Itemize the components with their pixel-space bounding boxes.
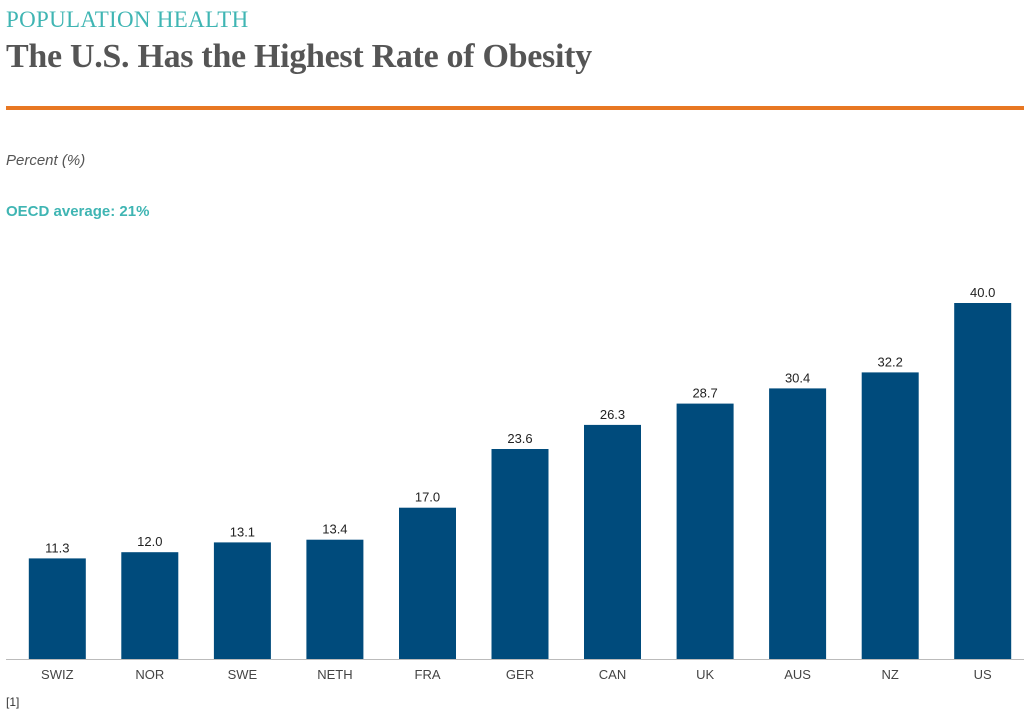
chart-kicker: POPULATION HEALTH	[6, 7, 249, 32]
data-label-fra: 17.0	[415, 490, 440, 505]
x-tick-label-swe: SWE	[228, 667, 258, 682]
data-label-neth: 13.4	[322, 522, 347, 537]
title-divider	[6, 106, 1024, 110]
x-tick-label-us: US	[974, 667, 992, 682]
x-tick-label-can: CAN	[599, 667, 626, 682]
data-label-ger: 23.6	[507, 431, 532, 446]
footnote: [1]	[6, 695, 20, 709]
bar-swiz	[28, 558, 86, 659]
bar-ger	[491, 449, 549, 659]
data-label-nor: 12.0	[137, 534, 162, 549]
data-label-us: 40.0	[970, 285, 995, 300]
bar-nor	[121, 552, 179, 659]
bar-nz	[861, 372, 919, 659]
bar-aus	[769, 388, 827, 659]
x-tick-label-aus: AUS	[784, 667, 811, 682]
data-label-swe: 13.1	[230, 524, 255, 539]
y-axis-unit-label: Percent (%)	[6, 152, 86, 169]
bar-us	[954, 303, 1012, 659]
data-label-swiz: 11.3	[45, 540, 69, 555]
data-label-can: 26.3	[600, 407, 625, 422]
bar-can	[584, 424, 641, 659]
x-tick-label-fra: FRA	[415, 667, 441, 682]
data-label-nz: 32.2	[878, 354, 903, 369]
bar-fra	[399, 507, 456, 659]
oecd-average-annotation: OECD average: 21%	[6, 203, 150, 220]
bar-uk	[676, 403, 734, 659]
data-label-uk: 28.7	[692, 386, 717, 401]
chart-title: The U.S. Has the Highest Rate of Obesity	[6, 38, 592, 75]
x-tick-label-nor: NOR	[135, 667, 164, 682]
x-tick-label-nz: NZ	[882, 667, 899, 682]
bar-swe	[213, 542, 271, 659]
x-tick-label-uk: UK	[696, 667, 714, 682]
data-label-aus: 30.4	[785, 370, 810, 385]
x-tick-label-swiz: SWIZ	[41, 667, 74, 682]
bar-neth	[306, 539, 364, 659]
x-tick-label-ger: GER	[506, 667, 534, 682]
x-tick-label-neth: NETH	[317, 667, 352, 682]
